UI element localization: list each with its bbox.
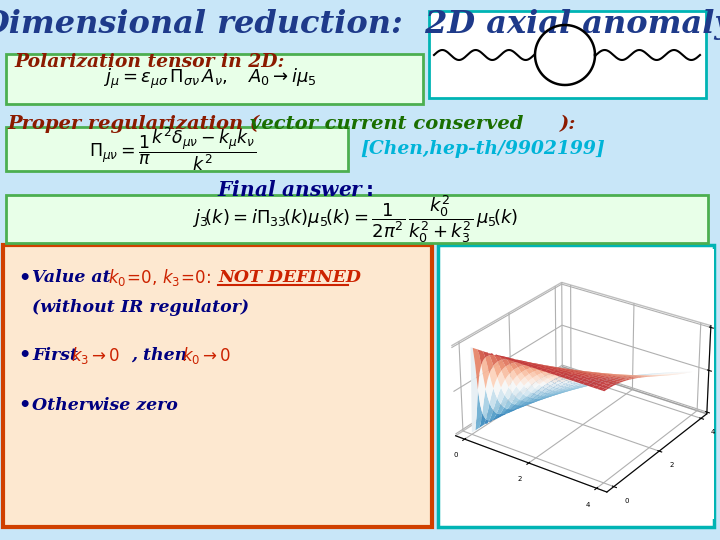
Text: [Chen,hep-th/9902199]: [Chen,hep-th/9902199]: [360, 140, 605, 158]
Text: (without IR regulator): (without IR regulator): [32, 300, 249, 316]
FancyBboxPatch shape: [3, 245, 432, 527]
FancyBboxPatch shape: [429, 11, 706, 98]
FancyBboxPatch shape: [438, 245, 714, 527]
Text: Final answer$\mathbf{:}$: Final answer$\mathbf{:}$: [217, 180, 373, 200]
FancyBboxPatch shape: [6, 54, 423, 104]
Text: •: •: [18, 396, 30, 414]
Text: ):: ):: [560, 115, 577, 133]
Text: vector current conserved: vector current conserved: [250, 115, 523, 133]
Text: First: First: [32, 347, 84, 363]
Text: •: •: [18, 269, 30, 287]
Text: $k_0\!=\!0,\,k_3\!=\!0\!:$: $k_0\!=\!0,\,k_3\!=\!0\!:$: [108, 267, 212, 288]
Text: •: •: [18, 346, 30, 364]
Text: $j_3\!\left(k\right) = i\Pi_{33}\!\left(k\right)\mu_5\!\left(k\right)= \dfrac{1}: $j_3\!\left(k\right) = i\Pi_{33}\!\left(…: [192, 193, 518, 245]
Text: Otherwise zero: Otherwise zero: [32, 396, 178, 414]
Text: Value at: Value at: [32, 269, 117, 287]
Text: Proper regularization (: Proper regularization (: [7, 115, 259, 133]
Text: $k_0 \rightarrow 0$: $k_0 \rightarrow 0$: [182, 345, 231, 366]
Text: NOT DEFINED: NOT DEFINED: [218, 269, 361, 287]
Text: Polarization tensor in 2D:: Polarization tensor in 2D:: [14, 53, 284, 71]
FancyBboxPatch shape: [6, 127, 348, 171]
Text: $k_3 \rightarrow 0$: $k_3 \rightarrow 0$: [71, 345, 120, 366]
FancyBboxPatch shape: [6, 195, 708, 243]
Text: $\Pi_{\mu\nu} = \dfrac{1}{\pi}\dfrac{k^2\delta_{\mu\nu} - k_{\mu}k_{\nu}}{k^2}$: $\Pi_{\mu\nu} = \dfrac{1}{\pi}\dfrac{k^2…: [89, 125, 256, 173]
Text: $j_{\mu} = \epsilon_{\mu\sigma}\,\Pi_{\sigma\nu}\,A_{\nu},\quad A_0 \rightarrow : $j_{\mu} = \epsilon_{\mu\sigma}\,\Pi_{\s…: [103, 67, 317, 91]
Text: , then: , then: [131, 347, 193, 363]
Text: Dimensional reduction:  2D axial anomaly: Dimensional reduction: 2D axial anomaly: [0, 10, 720, 40]
